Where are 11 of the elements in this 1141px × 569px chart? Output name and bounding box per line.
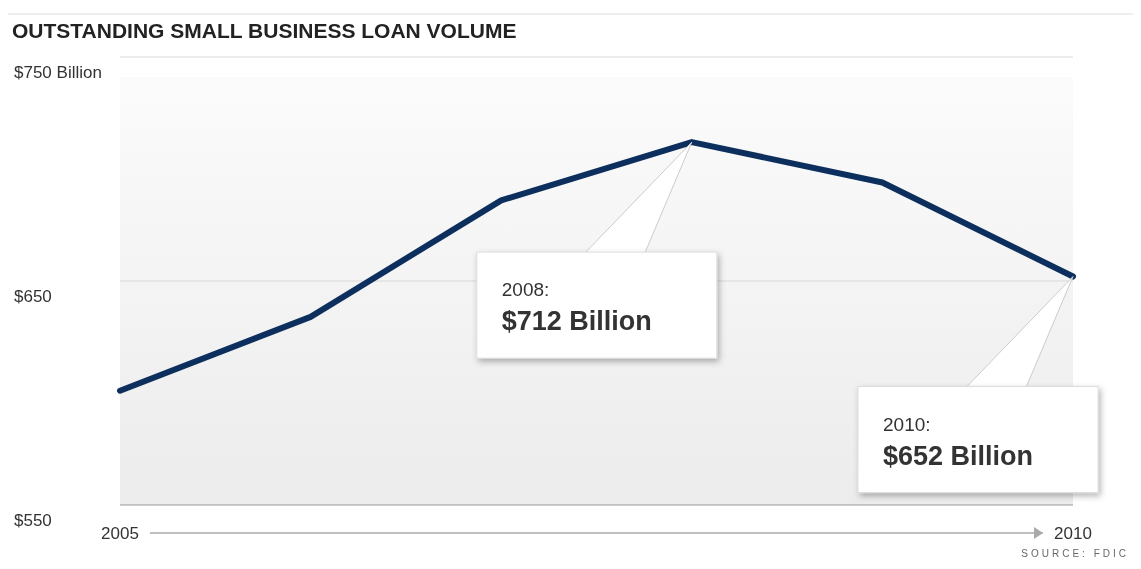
callout: 2008: $712 Billion [476,141,718,359]
y-tick-label: $650 [14,287,52,306]
x-tick-label: 2010 [1054,524,1092,543]
source-note: SOURCE: FDIC [1021,548,1129,559]
x-tick-label: 2005 [101,524,139,543]
annotation: 2010: $652 Billion [883,413,1034,471]
y-tick-label: $750 Billion [14,63,102,82]
callout: 2010: $652 Billion [857,276,1099,493]
y-tick-label: $550 [14,511,52,530]
annotation: 2008: $712 Billion [501,279,652,337]
chart-title: OUTSTANDING SMALL BUSINESS LOAN VOLUME [12,19,517,42]
